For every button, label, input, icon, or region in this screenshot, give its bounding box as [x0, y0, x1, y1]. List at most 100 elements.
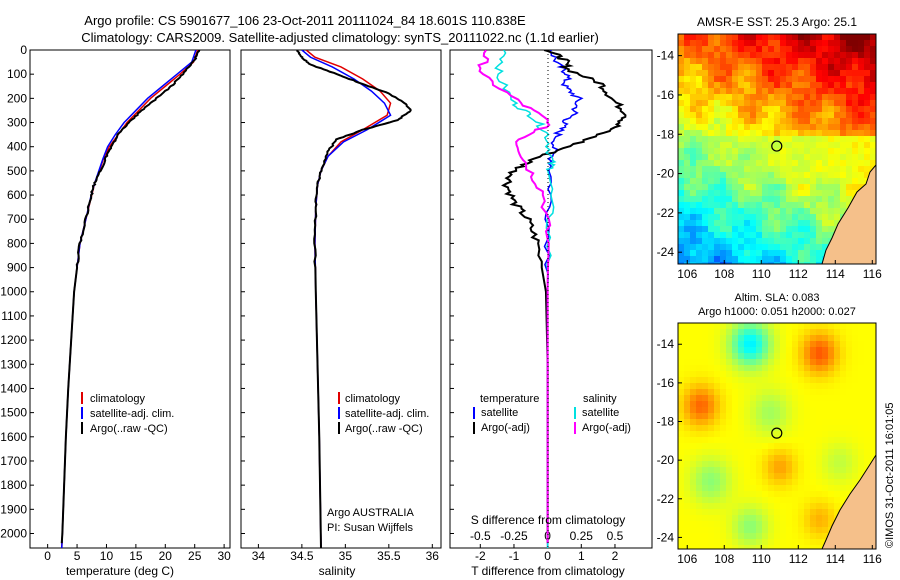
sst-cell [792, 250, 798, 256]
sla-cell [726, 341, 732, 347]
sst-cell [732, 250, 738, 256]
sst-cell [708, 178, 714, 184]
sla-cell [798, 431, 804, 437]
sla-cell [786, 539, 792, 545]
sla-cell [720, 449, 726, 455]
sst-cell [858, 94, 864, 100]
sla-cell [756, 383, 762, 389]
sst-cell [738, 154, 744, 160]
sla-cell [738, 383, 744, 389]
sla-cell [750, 473, 756, 479]
sst-cell [684, 208, 690, 214]
sst-cell [726, 112, 732, 118]
sst-cell [738, 70, 744, 76]
sla-cell [774, 539, 780, 545]
sla-cell [684, 383, 690, 389]
sst-cell [756, 190, 762, 196]
sla-cell [762, 329, 768, 335]
sst-cell [708, 76, 714, 82]
sla-cell [702, 539, 708, 545]
sst-cell [750, 238, 756, 244]
sla-cell [834, 467, 840, 473]
sla-cell [816, 503, 822, 509]
sst-cell [750, 262, 756, 264]
sst-cell [798, 46, 804, 52]
lat-tick-label: -22 [657, 492, 675, 506]
sst-cell [720, 202, 726, 208]
sla-cell [774, 419, 780, 425]
sla-cell [768, 479, 774, 485]
sla-cell [690, 485, 696, 491]
sla-cell [768, 335, 774, 341]
lat-tick-label: -20 [657, 167, 675, 181]
sst-cell [732, 70, 738, 76]
sla-cell [834, 323, 840, 329]
sst-cell [720, 70, 726, 76]
sla-cell [840, 329, 846, 335]
sla-cell [798, 359, 804, 365]
sst-cell [762, 172, 768, 178]
sla-cell [744, 545, 750, 549]
sla-cell [774, 449, 780, 455]
sla-cell [786, 425, 792, 431]
sst-cell [750, 172, 756, 178]
sla-cell [774, 503, 780, 509]
sst-cell [822, 52, 828, 58]
sla-cell [684, 431, 690, 437]
sla-cell [810, 353, 816, 359]
sla-cell [750, 359, 756, 365]
sst-cell [756, 184, 762, 190]
sla-cell [798, 527, 804, 533]
sla-cell [792, 347, 798, 353]
sst-cell [684, 40, 690, 46]
sst-cell [756, 58, 762, 64]
sst-cell [756, 148, 762, 154]
sst-cell [762, 64, 768, 70]
sla-cell [738, 341, 744, 347]
sst-cell [756, 214, 762, 220]
sst-cell [786, 106, 792, 112]
sla-cell [840, 335, 846, 341]
series-line-satellite [61, 50, 197, 548]
sst-cell [846, 118, 852, 124]
sst-cell [678, 94, 684, 100]
sst-cell [744, 82, 750, 88]
sst-cell [858, 166, 864, 172]
sst-cell [738, 88, 744, 94]
sst-cell [762, 136, 768, 142]
sst-cell [804, 226, 810, 232]
sla-cell [738, 545, 744, 549]
sst-cell [690, 250, 696, 256]
sst-cell [720, 184, 726, 190]
sst-cell [792, 190, 798, 196]
sst-cell [852, 82, 858, 88]
depth-tick-label: 1900 [0, 502, 27, 516]
lon-tick-label: 114 [826, 552, 845, 566]
sla-cell [792, 533, 798, 539]
sla-cell [804, 395, 810, 401]
sst-cell [684, 184, 690, 190]
sla-cell [858, 413, 864, 419]
sla-cell [750, 425, 756, 431]
sst-cell [678, 64, 684, 70]
legend-t-argo: Argo(-adj) [481, 422, 530, 434]
sla-cell [678, 443, 684, 449]
sst-cell [720, 88, 726, 94]
x-tick-label: -2 [475, 549, 486, 563]
sla-cell [762, 497, 768, 503]
sla-cell [834, 407, 840, 413]
sla-cell [822, 461, 828, 467]
sst-cell [708, 238, 714, 244]
sla-cell [774, 413, 780, 419]
sst-cell [864, 52, 870, 58]
sst-cell [780, 214, 786, 220]
sla-cell [762, 467, 768, 473]
sla-cell [846, 407, 852, 413]
sst-cell [774, 184, 780, 190]
sla-cell [816, 347, 822, 353]
sla-cell [708, 491, 714, 497]
sst-cell [732, 82, 738, 88]
sst-cell [762, 208, 768, 214]
sst-cell [852, 112, 858, 118]
sst-cell [852, 172, 858, 178]
